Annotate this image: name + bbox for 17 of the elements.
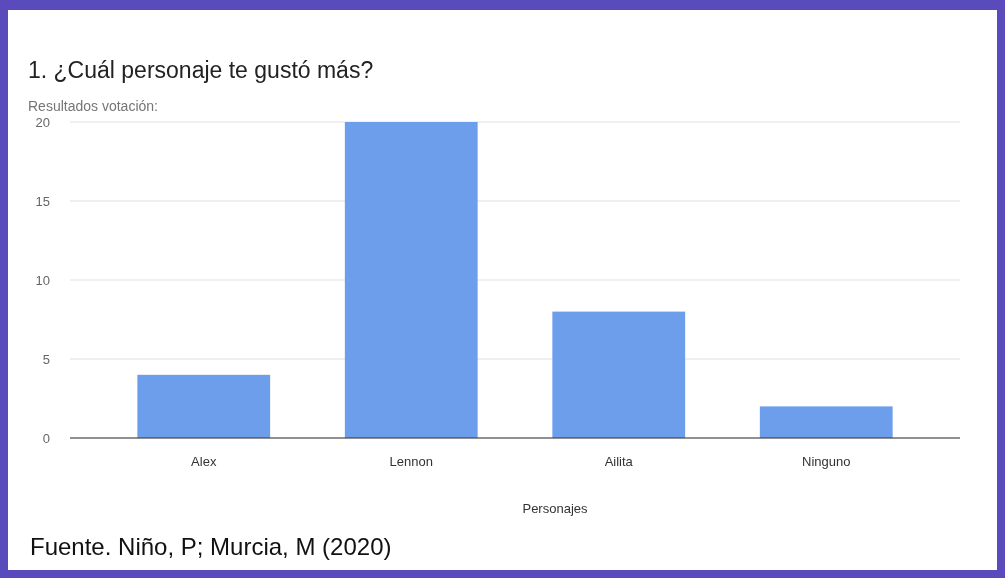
bar [552,311,686,438]
y-tick-label: 20 [35,114,50,130]
x-axis-title: Personajes [522,501,589,516]
x-tick-label: Ailita [604,454,634,469]
y-tick-label: 10 [35,272,50,288]
x-tick-label: Alex [191,454,217,469]
chart-title: 1. ¿Cuál personaje te gustó más? [28,57,374,83]
x-tick-label: Ninguno [802,454,851,469]
bar [137,374,271,438]
y-tick-label: 15 [35,193,50,209]
x-tick-label: Lennon [389,454,433,469]
chart-subtitle: Resultados votación: [28,98,158,114]
source-note: Fuente. Niño, P; Murcia, M (2020) [30,533,392,560]
y-tick-label: 5 [42,351,50,367]
y-tick-label: 0 [42,430,50,446]
bar [344,122,478,438]
bar [759,406,893,438]
